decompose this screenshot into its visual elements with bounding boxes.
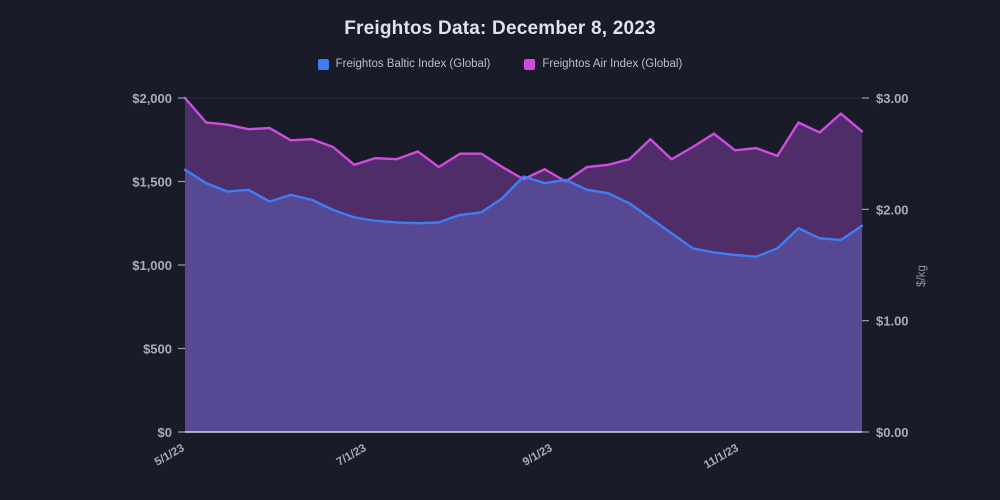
x-axis-tick: 11/1/23 xyxy=(702,442,741,471)
y-axis-left-tick: $500 xyxy=(143,342,172,357)
y-axis-right-tick: $3.00 xyxy=(876,91,909,106)
legend-item-fax[interactable]: Freightos Air Index (Global) xyxy=(524,58,682,70)
line-series-group xyxy=(183,96,864,433)
x-axis: 5/1/23 7/1/23 9/1/23 11/1/23 xyxy=(153,442,741,471)
legend-label-fax: Freightos Air Index (Global) xyxy=(542,58,683,70)
y-axis-left: $0 $500 $1,000 $1,500 $2,000 xyxy=(132,91,185,440)
y-axis-right-tick: $0.00 xyxy=(876,425,909,440)
x-axis-tick: 7/1/23 xyxy=(335,442,369,468)
y-axis-right-tick: $2.00 xyxy=(876,202,909,217)
line-fax xyxy=(183,96,864,183)
y-axis-left-tick: $1,500 xyxy=(132,175,172,190)
legend-swatch-fbx xyxy=(317,58,329,70)
y-axis-left-tick: $1,000 xyxy=(132,258,172,273)
y-axis-right: $0.00 $1.00 $2.00 $3.00 xyxy=(862,91,909,440)
page-title: Freightos Data: December 8, 2023 xyxy=(344,18,656,39)
area-fbx xyxy=(185,169,862,432)
legend-label-fbx: Freightos Baltic Index (Global) xyxy=(335,58,491,70)
y-axis-left-tick: $2,000 xyxy=(132,91,172,106)
y-axis-right-tick: $1.00 xyxy=(876,314,909,329)
x-axis-tick: 5/1/23 xyxy=(153,442,187,468)
legend-item-fbx[interactable]: Freightos Baltic Index (Global) xyxy=(317,58,491,70)
chart-legend: Freightos Baltic Index (Global) Freighto… xyxy=(0,58,1000,70)
x-axis-tick: 9/1/23 xyxy=(521,442,555,468)
area-series-group xyxy=(185,98,862,432)
y-axis-left-tick: $0 xyxy=(158,425,172,440)
line-fbx xyxy=(183,168,864,258)
y-axis-right-title: $/kg xyxy=(916,265,928,287)
y-axis-right-label: $/kg xyxy=(916,265,928,287)
legend-swatch-fax xyxy=(524,58,536,70)
